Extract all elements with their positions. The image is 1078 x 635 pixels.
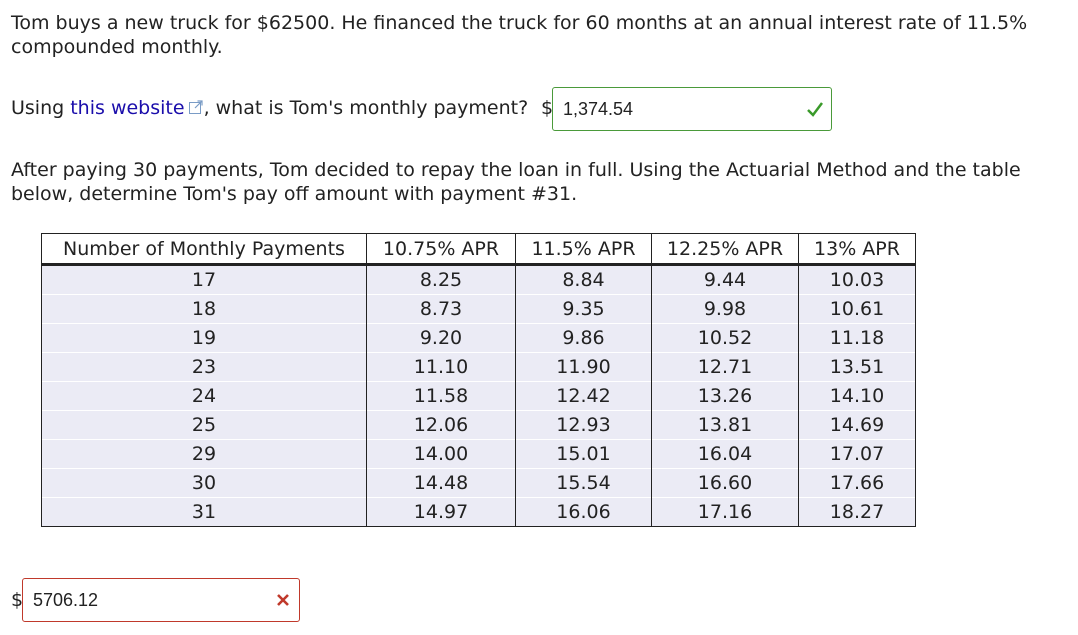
table-row: 29 14.00 15.01 16.04 17.07: [41, 439, 916, 469]
apr-value-cell: 9.20: [366, 323, 516, 353]
apr-value-cell: 18.27: [798, 497, 916, 527]
table-row: 25 12.06 12.93 13.81 14.69: [41, 410, 916, 440]
apr-value-cell: 8.25: [366, 264, 516, 295]
apr-value-cell: 12.71: [651, 352, 799, 382]
apr-value-cell: 17.66: [798, 468, 916, 498]
payments-cell: 25: [41, 410, 367, 440]
question-1-prefix: Using: [11, 97, 71, 119]
x-icon: [277, 594, 289, 606]
apr-value-cell: 13.81: [651, 410, 799, 440]
apr-value-cell: 11.58: [366, 381, 516, 411]
check-icon: [807, 102, 823, 117]
question-2-text: After paying 30 payments, Tom decided to…: [11, 159, 1021, 205]
question-1-suffix: , what is Tom's monthly payment?: [203, 97, 529, 119]
apr-value-cell: 9.98: [651, 294, 799, 324]
apr-value-cell: 15.54: [515, 468, 652, 498]
apr-value-cell: 14.10: [798, 381, 916, 411]
header-payments: Number of Monthly Payments: [41, 233, 367, 266]
apr-value-cell: 16.60: [651, 468, 799, 498]
header-apr-4: 13% APR: [798, 233, 916, 266]
table-row: 30 14.48 15.54 16.60 17.66: [41, 468, 916, 498]
apr-value-cell: 16.06: [515, 497, 652, 527]
table-row: 24 11.58 12.42 13.26 14.10: [41, 381, 916, 411]
apr-value-cell: 14.69: [798, 410, 916, 440]
table-row: 19 9.20 9.86 10.52 11.18: [41, 323, 916, 353]
apr-value-cell: 11.90: [515, 352, 652, 382]
header-apr-3: 12.25% APR: [651, 233, 799, 266]
actuarial-table: Number of Monthly Payments 10.75% APR 11…: [41, 233, 916, 527]
apr-value-cell: 14.97: [366, 497, 516, 527]
payments-cell: 24: [41, 381, 367, 411]
apr-value-cell: 9.35: [515, 294, 652, 324]
payments-cell: 31: [41, 497, 367, 527]
payments-cell: 23: [41, 352, 367, 382]
currency-symbol-2: $: [11, 589, 24, 611]
payments-cell: 29: [41, 439, 367, 469]
apr-value-cell: 11.10: [366, 352, 516, 382]
header-apr-1: 10.75% APR: [366, 233, 516, 266]
header-apr-2: 11.5% APR: [515, 233, 652, 266]
apr-value-cell: 17.07: [798, 439, 916, 469]
monthly-payment-input[interactable]: 1,374.54: [552, 87, 832, 131]
apr-value-cell: 11.18: [798, 323, 916, 353]
table-row: 18 8.73 9.35 9.98 10.61: [41, 294, 916, 324]
apr-value-cell: 12.42: [515, 381, 652, 411]
apr-value-cell: 8.84: [515, 264, 652, 295]
payoff-amount-input[interactable]: 5706.12: [22, 578, 300, 622]
payments-cell: 30: [41, 468, 367, 498]
apr-value-cell: 8.73: [366, 294, 516, 324]
monthly-payment-value: 1,374.54: [563, 99, 634, 119]
apr-value-cell: 17.16: [651, 497, 799, 527]
apr-value-cell: 10.61: [798, 294, 916, 324]
apr-value-cell: 12.06: [366, 410, 516, 440]
apr-value-cell: 12.93: [515, 410, 652, 440]
apr-value-cell: 13.26: [651, 381, 799, 411]
apr-value-cell: 13.51: [798, 352, 916, 382]
apr-value-cell: 16.04: [651, 439, 799, 469]
apr-value-cell: 14.48: [366, 468, 516, 498]
currency-symbol: $: [541, 97, 554, 119]
table-header-row: Number of Monthly Payments 10.75% APR 11…: [41, 233, 916, 266]
payments-cell: 17: [41, 264, 367, 295]
payments-cell: 19: [41, 323, 367, 353]
payoff-amount-value: 5706.12: [33, 590, 99, 610]
table-row: 17 8.25 8.84 9.44 10.03: [41, 264, 916, 295]
table-row: 23 11.10 11.90 12.71 13.51: [41, 352, 916, 382]
table-row: 31 14.97 16.06 17.16 18.27: [41, 497, 916, 527]
external-link-icon: [188, 100, 203, 114]
apr-value-cell: 15.01: [515, 439, 652, 469]
apr-value-cell: 10.03: [798, 264, 916, 295]
payments-cell: 18: [41, 294, 367, 324]
apr-value-cell: 9.86: [515, 323, 652, 353]
problem-intro: Tom buys a new truck for $62500. He fina…: [11, 12, 1028, 58]
question-1: Using this website , what is Tom's monthl…: [11, 96, 528, 120]
website-link[interactable]: this website: [70, 97, 185, 119]
apr-value-cell: 10.52: [651, 323, 799, 353]
apr-value-cell: 14.00: [366, 439, 516, 469]
apr-value-cell: 9.44: [651, 264, 799, 295]
